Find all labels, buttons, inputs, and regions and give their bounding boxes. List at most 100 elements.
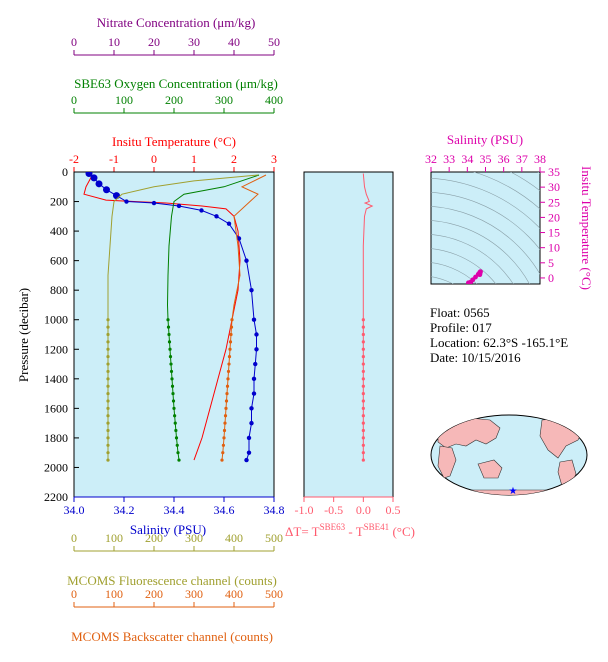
temperature-tick-label: -1 <box>109 152 119 166</box>
salinity-point <box>244 258 249 263</box>
delta-t-point <box>361 355 365 359</box>
oxygen-point <box>168 355 173 359</box>
backscatter-tick-label: 200 <box>145 587 163 601</box>
world-map: ★ <box>430 414 588 497</box>
nitrate-tick-label: 0 <box>71 35 77 49</box>
salinity-point <box>251 317 257 322</box>
pressure-axis-label: Pressure (decibar) <box>16 288 31 382</box>
pressure-tick-label: 0 <box>62 165 68 179</box>
salinity-point <box>246 450 252 455</box>
oxygen-point <box>172 406 176 410</box>
backscatter-point <box>228 340 233 344</box>
oxygen-point <box>166 325 171 329</box>
backscatter-point <box>220 458 224 462</box>
salinity-tick-label: 34.0 <box>64 503 85 517</box>
ts-salinity-tick-label: 34 <box>461 152 473 166</box>
salinity-point <box>95 180 103 188</box>
fluorescence-point <box>106 347 110 351</box>
temperature-tick-label: 3 <box>271 152 277 166</box>
ts-temperature-tick-label: 25 <box>548 195 560 209</box>
main-plot-area <box>73 171 275 498</box>
backscatter-point <box>229 332 233 337</box>
ts-salinity-tick-label: 35 <box>480 152 492 166</box>
oxygen-line <box>166 174 260 461</box>
nitrate-axis: Nitrate Concentration (μm/kg) 0 10 20 30 40 5… <box>71 15 280 56</box>
delta-t-plot-area <box>303 171 394 498</box>
backscatter-point <box>224 399 229 403</box>
date: Date: 10/15/2016 <box>430 350 521 365</box>
oxygen-point <box>166 318 170 322</box>
fluorescence-point <box>106 414 110 418</box>
oxygen-point <box>171 399 176 403</box>
profile-number: Profile: 017 <box>430 320 492 335</box>
salinity-point <box>254 347 259 352</box>
nitrate-axis-label: Nitrate Concentration (μm/kg) <box>97 15 256 30</box>
ts-temperature-tick-label: 35 <box>548 165 560 179</box>
salinity-point <box>90 174 98 182</box>
delta-t-point <box>361 451 365 455</box>
backscatter-tick-label: 100 <box>105 587 123 601</box>
salinity-point <box>244 457 249 463</box>
backscatter-axis: 0 100 200 300 400 500 MCOMS Backscatter chann… <box>71 587 283 644</box>
backscatter-point <box>221 451 225 455</box>
delta-t-tick-label: -1.0 <box>295 503 314 517</box>
oxygen-tick-label: 0 <box>71 93 77 107</box>
pressure-tick-label: 1000 <box>44 313 68 327</box>
backscatter-line <box>221 174 267 461</box>
salinity-point <box>251 376 257 382</box>
fluorescence-point <box>106 355 110 359</box>
backscatter-point <box>228 347 232 351</box>
salinity-point <box>176 203 182 209</box>
fluorescence-tick-label: 200 <box>145 531 163 545</box>
oxygen-point <box>170 384 175 388</box>
fluorescence-point <box>106 332 110 337</box>
backscatter-point <box>227 362 231 366</box>
oxygen-tick-label: 300 <box>215 93 233 107</box>
backscatter-point <box>221 443 225 447</box>
backscatter-tick-label: 0 <box>71 587 77 601</box>
fluorescence-line <box>107 174 259 461</box>
salinity-point <box>249 406 254 411</box>
pressure-tick-label: 200 <box>50 195 68 209</box>
salinity-point <box>199 208 204 213</box>
pressure-tick-label: 1600 <box>44 401 68 415</box>
ts-temperature-tick-label: 20 <box>548 210 560 224</box>
backscatter-tick-label: 500 <box>265 587 283 601</box>
fluorescence-point <box>106 362 110 366</box>
delta-t-point <box>361 428 365 433</box>
ts-temperature-tick-label: 0 <box>548 271 554 285</box>
salinity-point <box>151 200 157 206</box>
oxygen-point <box>167 340 172 344</box>
backscatter-point <box>227 355 232 359</box>
float-id: Float: 0565 <box>430 305 490 320</box>
backscatter-point <box>229 325 234 329</box>
delta-t-point <box>361 391 365 396</box>
backscatter-point <box>223 421 227 425</box>
float-info: Float: 0565 Profile: 017 Location: 62.3°… <box>430 305 568 365</box>
ts-salinity-tick-label: 32 <box>425 152 437 166</box>
oxygen-point <box>177 458 181 462</box>
oxygen-point <box>168 347 172 351</box>
map-australia <box>477 459 503 479</box>
delta-t-point <box>361 399 365 403</box>
delta-t-point <box>361 443 365 447</box>
delta-t-point <box>361 369 365 374</box>
fluorescence-axis: 0 100 200 300 400 500 MCOMS Fluorescence chan… <box>67 531 283 588</box>
fluorescence-point <box>106 340 110 344</box>
fluorescence-point <box>106 436 110 440</box>
star-icon: ★ <box>509 486 518 497</box>
backscatter-tick-label: 300 <box>185 587 203 601</box>
salinity-point <box>113 192 120 200</box>
salinity-point <box>103 186 110 194</box>
delta-t-point <box>361 347 365 351</box>
location: Location: 62.3°S -165.1°E <box>430 335 568 350</box>
salinity-point <box>124 199 129 204</box>
ts-temperature-label: Insitu Temperature (°C) <box>579 166 594 290</box>
salinity-point <box>85 172 93 177</box>
salinity-point <box>214 214 219 219</box>
backscatter-point <box>223 414 228 418</box>
ts-temperature-tick-label: 30 <box>548 180 560 194</box>
temperature-axis: Insitu Temperature (°C) -2 -1 0 1 2 3 <box>69 134 277 173</box>
ts-salinity-tick-label: 36 <box>498 152 510 166</box>
